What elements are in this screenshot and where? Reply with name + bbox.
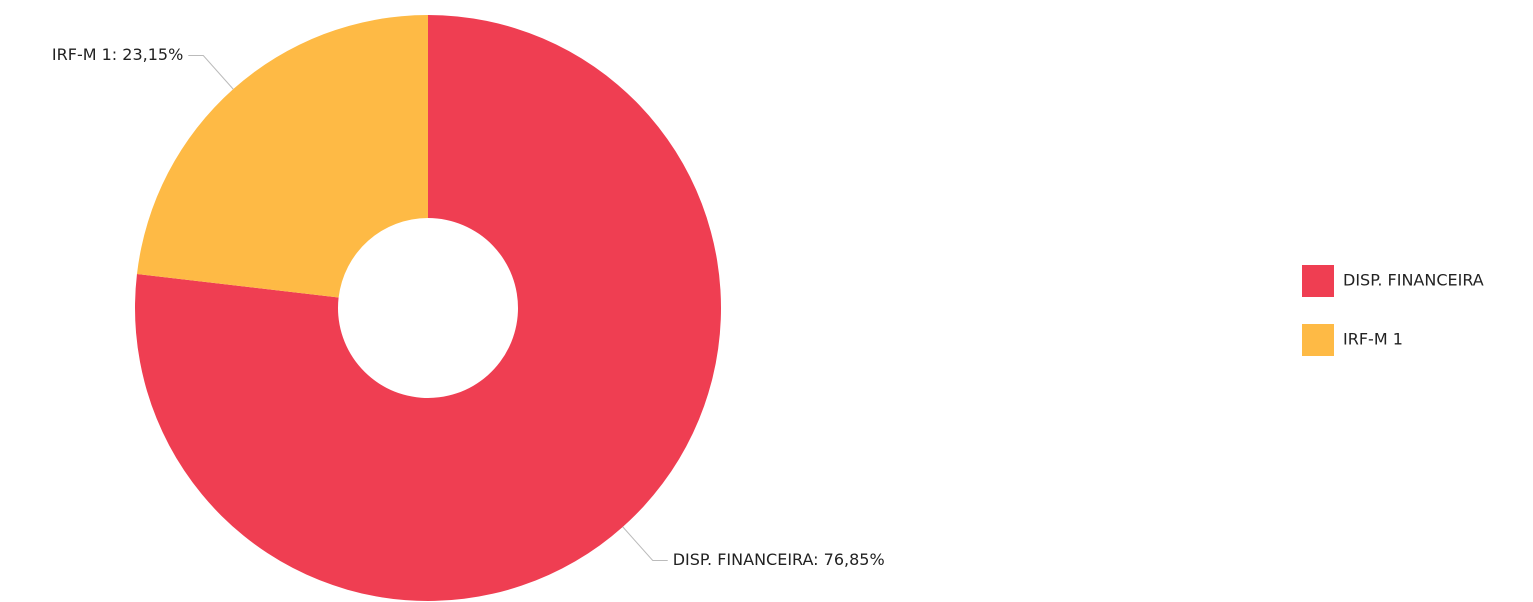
- legend-swatch: [1302, 324, 1334, 356]
- legend-label: DISP. FINANCEIRA: [1343, 271, 1484, 290]
- data-label: DISP. FINANCEIRA: 76,85%: [673, 550, 885, 569]
- leader-line: [622, 526, 668, 561]
- leader-line: [188, 55, 234, 90]
- legend-label: IRF-M 1: [1343, 330, 1403, 349]
- donut-slice: [136, 15, 428, 298]
- data-label: IRF-M 1: 23,15%: [52, 45, 183, 64]
- legend-swatch: [1302, 265, 1334, 297]
- donut-slice: [135, 15, 721, 601]
